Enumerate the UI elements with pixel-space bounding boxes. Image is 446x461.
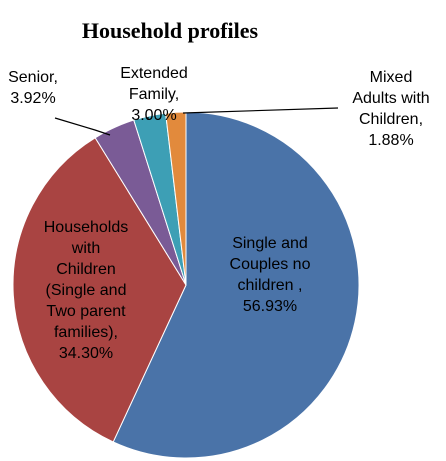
slice-value-label: 3.00% [131,107,176,124]
slice-label-line: Family, [129,86,179,103]
slice-label: Single and Couples no children , 56.93% [230,235,311,315]
pie-slice [112,111,360,459]
slice-label-line: families), [54,324,118,341]
slice-label: Extended Family, 3.00% [120,65,188,124]
slice-label-line: with [71,240,100,257]
pie-slice [12,137,187,443]
slice-label: Households with Children (Single and Two par… [44,219,129,362]
slice-label-line: Single and [232,235,308,252]
leader-lines [54,107,339,136]
slice-label-line: Senior, [8,69,58,86]
slice-label-line: Adults with [352,90,429,107]
slice-labels: Single and Couples no children , 56.93% Hous… [8,65,430,362]
slice-label: Mixed Adults with Children, 1.88% [352,69,429,149]
slice-label-line: Children, [359,111,423,128]
slice-label-line: Extended [120,65,188,82]
slice-value-label: 56.93% [243,298,297,315]
slice-label-line: Children [56,261,116,278]
slice-value-label: 34.30% [59,345,113,362]
slice-label-line: children , [238,277,303,294]
slice-label-line: Couples no [230,256,311,273]
slice-label-line: (Single and [46,282,127,299]
slice-value-label: 1.88% [368,132,413,149]
leader-line [182,107,339,114]
pie-slice [165,111,187,286]
slice-value-label: 3.92% [10,90,55,107]
slice-label-line: Mixed [370,69,413,86]
slice-label-line: Two parent [46,303,126,320]
leader-line [54,117,111,136]
slice-label-line: Households [44,219,129,236]
pie-slices [12,111,360,459]
chart-title: Household profiles [82,18,259,43]
slice-label: Senior, 3.92% [8,69,58,107]
